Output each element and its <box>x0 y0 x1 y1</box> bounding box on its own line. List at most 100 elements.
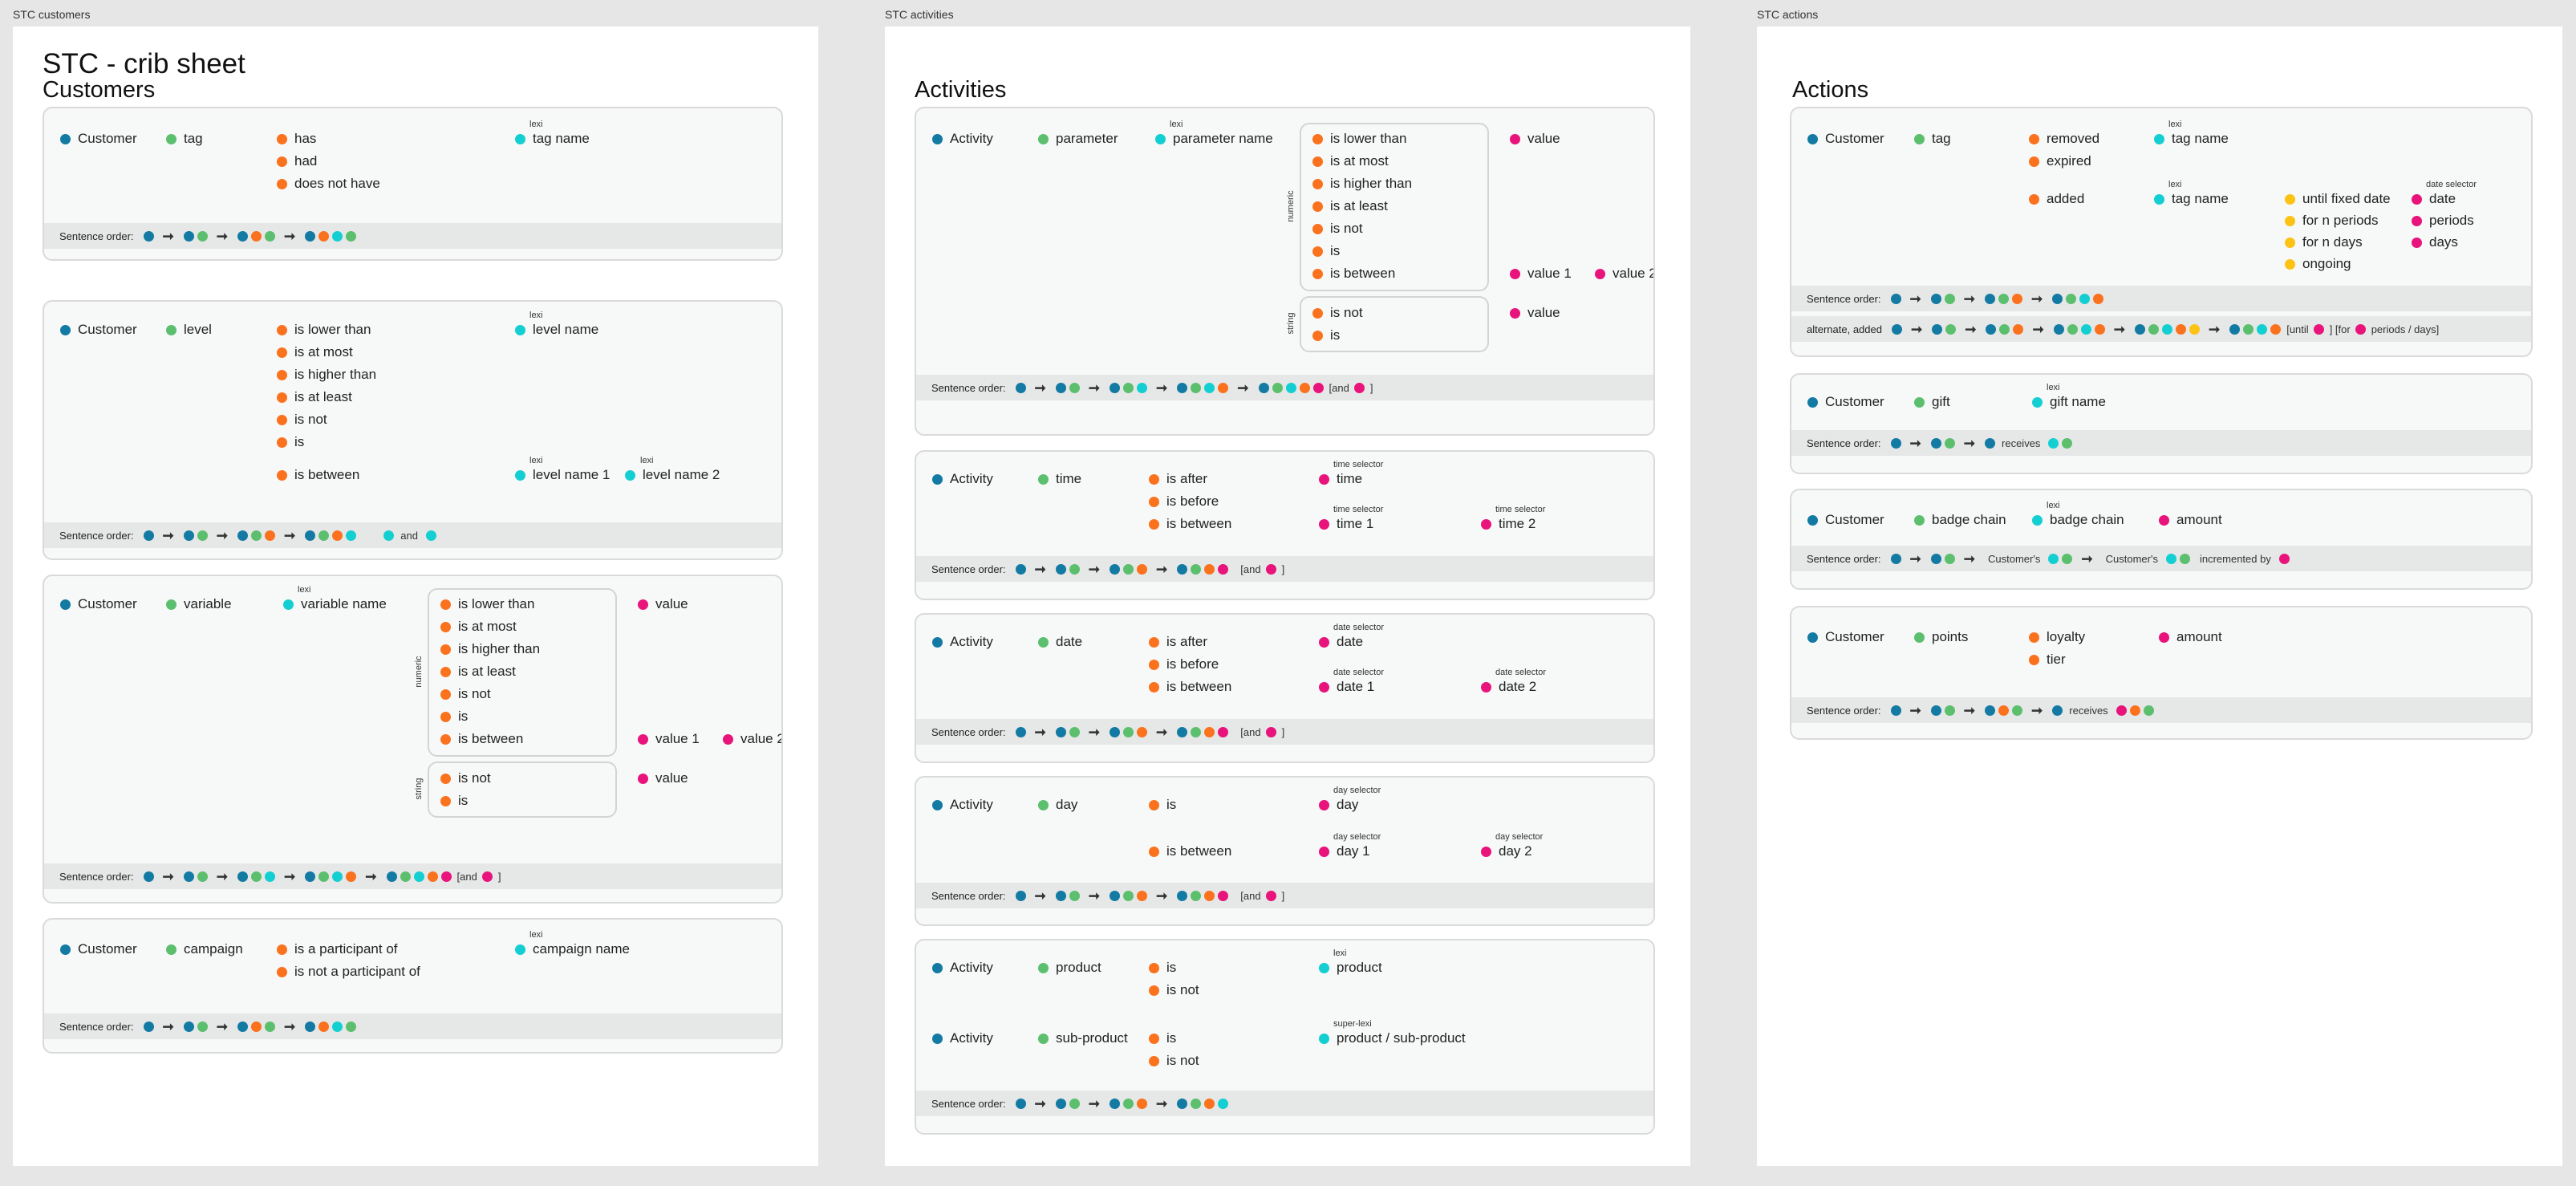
operator-is-not: is not <box>1149 1053 1199 1069</box>
operator-removed: removed <box>2029 131 2099 147</box>
operator-is: is <box>1149 1030 1176 1046</box>
item-label: amount <box>2176 629 2222 644</box>
field-dot-icon <box>2012 705 2023 716</box>
value-value-1: value 1 <box>638 731 700 747</box>
field-tag: tag <box>166 131 203 147</box>
numeric-label: numeric <box>1286 190 1296 222</box>
duration-ongoing: ongoing <box>2285 256 2351 272</box>
value-dot-icon <box>2278 553 2290 564</box>
lexi-value-dot-icon <box>2161 323 2172 335</box>
lexi-value-dot-icon <box>425 530 436 541</box>
section-title-customers: Customers <box>43 77 156 103</box>
item-label: day <box>1056 797 1078 812</box>
operator-dot-icon <box>2094 323 2105 335</box>
item-label: for n periods <box>2302 213 2379 228</box>
item-label: Activity <box>950 471 993 486</box>
operator-dot-icon <box>2029 654 2039 665</box>
operator-dot-icon <box>1149 962 1159 973</box>
operator-dot-icon <box>1312 178 1323 189</box>
lexi-value-dot-icon <box>1204 382 1215 393</box>
operator-is-between: is between <box>440 731 523 747</box>
subject-customer: Customer <box>60 941 137 957</box>
field-dot-icon <box>2179 553 2190 564</box>
operator-dot-icon <box>1149 496 1159 507</box>
arrow-right-icon: ➞ <box>1156 724 1168 740</box>
value-parameter-name: parameter name <box>1155 131 1273 147</box>
field-dot-icon <box>1944 553 1955 564</box>
field-dot-icon <box>166 133 176 144</box>
subject-dot-icon <box>305 1021 316 1032</box>
field-dot-icon <box>166 944 176 955</box>
subject-dot-icon <box>1985 705 1996 716</box>
operator-is-at-most: is at most <box>1312 153 1389 169</box>
field-dot-icon <box>1944 293 1955 304</box>
operator-dot-icon <box>1312 133 1323 144</box>
item-label: value <box>1527 305 1560 320</box>
sentence-order-bar: Sentence order: ➞ ➞ Customer's ➞ Customer… <box>1791 546 2531 571</box>
field-points: points <box>1914 629 1968 645</box>
value-dot-icon <box>1481 681 1491 693</box>
operator-dot-icon <box>265 530 276 541</box>
subject-dot-icon <box>1110 726 1121 737</box>
arrow-right-icon: ➞ <box>1909 435 1921 451</box>
operator-dot-icon <box>1137 890 1148 901</box>
lexi-value-dot-icon <box>515 944 525 955</box>
value-value: value <box>638 596 688 612</box>
value-variable-name: variable name <box>283 596 387 612</box>
operator-dot-icon <box>1149 681 1159 693</box>
subject-dot-icon <box>183 871 194 882</box>
item-label: tier <box>2047 652 2066 667</box>
subject-customer: Customer <box>60 131 137 147</box>
subject-dot-icon <box>305 230 316 242</box>
item-label: is not <box>1330 305 1363 320</box>
operator-is-after: is after <box>1149 471 1207 487</box>
subject-dot-icon <box>1807 632 1818 643</box>
field-dot-icon <box>1069 563 1080 575</box>
sentence-order-bar: Sentence order: ➞ ➞ ➞ <box>44 223 781 249</box>
value-time-2: time 2 <box>1481 516 1535 532</box>
operator-dot-icon <box>1149 473 1159 485</box>
operator-is: is <box>1149 960 1176 976</box>
value-badge-chain: badge chain <box>2032 512 2124 528</box>
operator-added: added <box>2029 191 2084 207</box>
field-dot-icon <box>265 1021 276 1032</box>
arrow-right-icon: ➞ <box>1909 550 1921 567</box>
lexi-value-dot-icon <box>625 469 635 481</box>
field-dot-icon <box>1123 382 1134 393</box>
item-label: product <box>1056 960 1101 975</box>
sentence-order-bar: Sentence order: ➞ ➞ ➞ [and] <box>916 556 1653 582</box>
operator-is-between: is between <box>1149 679 1231 695</box>
numeric-label: numeric <box>414 656 424 688</box>
lexi-label: lexi <box>2168 180 2182 189</box>
arrow-right-icon: ➞ <box>216 228 229 244</box>
field-dot-icon <box>1038 962 1049 973</box>
value-time: time <box>1319 471 1362 487</box>
arrow-right-icon: ➞ <box>1237 380 1249 396</box>
operator-dot-icon <box>251 1021 262 1032</box>
field-day: day <box>1038 797 1077 813</box>
value-dot-icon <box>723 733 733 745</box>
item-label: Customer <box>1825 131 1884 146</box>
subject-dot-icon <box>2052 705 2063 716</box>
sentence-order-bar: Sentence order: ➞ ➞ ➞ <box>916 1091 1653 1116</box>
operator-had: had <box>277 153 317 169</box>
item-label: removed <box>2047 131 2100 146</box>
subject-dot-icon <box>2134 323 2145 335</box>
subject-dot-icon <box>1890 437 1901 449</box>
operator-dot-icon <box>277 178 287 189</box>
value-date-1: date 1 <box>1319 679 1374 695</box>
value-level-name-2: level name 2 <box>625 467 720 483</box>
operator-dot-icon <box>1312 307 1323 319</box>
arrow-right-icon: ➞ <box>284 527 296 543</box>
item-label: tag name <box>2172 131 2229 146</box>
item-label: tag name <box>533 131 590 146</box>
value-dot-icon <box>2412 237 2422 248</box>
operator-is: is <box>440 793 468 809</box>
arrow-right-icon: ➞ <box>2031 702 2043 718</box>
item-label: until fixed date <box>2302 191 2391 206</box>
lexi-value-dot-icon <box>283 599 294 610</box>
value-day-2: day 2 <box>1481 843 1532 859</box>
operator-dot-icon <box>1998 705 2010 716</box>
subject-dot-icon <box>1110 563 1121 575</box>
field-gift: gift <box>1914 394 1950 410</box>
